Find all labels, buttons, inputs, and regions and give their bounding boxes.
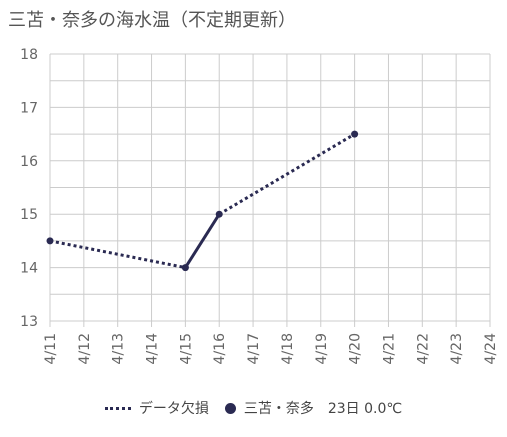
x-tick-label: 4/18 <box>280 333 296 364</box>
missing-data-line <box>49 239 186 270</box>
grid <box>49 53 491 327</box>
x-tick-label: 4/13 <box>111 333 127 364</box>
y-tick-label: 14 <box>20 261 38 277</box>
y-tick-label: 16 <box>20 154 38 170</box>
x-tick-label: 4/16 <box>212 333 228 365</box>
legend-series-marker[interactable] <box>224 402 236 414</box>
data-point <box>351 130 359 138</box>
y-tick-label: 18 <box>20 47 38 63</box>
data-point <box>215 210 223 218</box>
legend-missing-label[interactable]: データ欠損 <box>138 401 209 417</box>
x-axis: 4/11 4/12 4/13 4/14 4/15 4/16 4/17 4/18 4/19 4/20… <box>43 333 499 365</box>
x-tick-label: 4/20 <box>348 333 364 364</box>
x-tick-label: 4/12 <box>77 333 93 364</box>
y-tick-label: 17 <box>20 100 38 116</box>
series-points <box>46 130 359 272</box>
x-tick-label: 4/14 <box>145 333 161 365</box>
x-tick-label: 4/11 <box>43 333 59 364</box>
x-tick-label: 4/23 <box>449 333 465 364</box>
chart-title: 三苫・奈多の海水温（不定期更新） <box>8 10 296 31</box>
y-tick-label: 15 <box>20 207 38 223</box>
x-tick-label: 4/24 <box>483 333 499 365</box>
data-point <box>46 237 54 245</box>
x-tick-label: 4/19 <box>314 333 330 364</box>
x-tick-label: 4/17 <box>246 333 262 364</box>
x-tick-label: 4/22 <box>415 333 431 364</box>
y-tick-label: 13 <box>20 314 38 330</box>
missing-data-line <box>218 132 356 216</box>
legend-series-label[interactable]: 三苫・奈多 23日 0.0℃ <box>243 401 403 417</box>
series-lines <box>49 132 356 270</box>
legend: データ欠損 三苫・奈多 23日 0.0℃ <box>0 398 507 418</box>
x-tick-label: 4/21 <box>381 333 397 364</box>
legend-dotted-line-marker[interactable] <box>104 406 131 410</box>
data-point <box>181 264 189 272</box>
series-line <box>184 213 221 269</box>
y-axis: 13 14 15 16 17 18 <box>20 47 38 330</box>
x-tick-label: 4/15 <box>178 333 194 364</box>
